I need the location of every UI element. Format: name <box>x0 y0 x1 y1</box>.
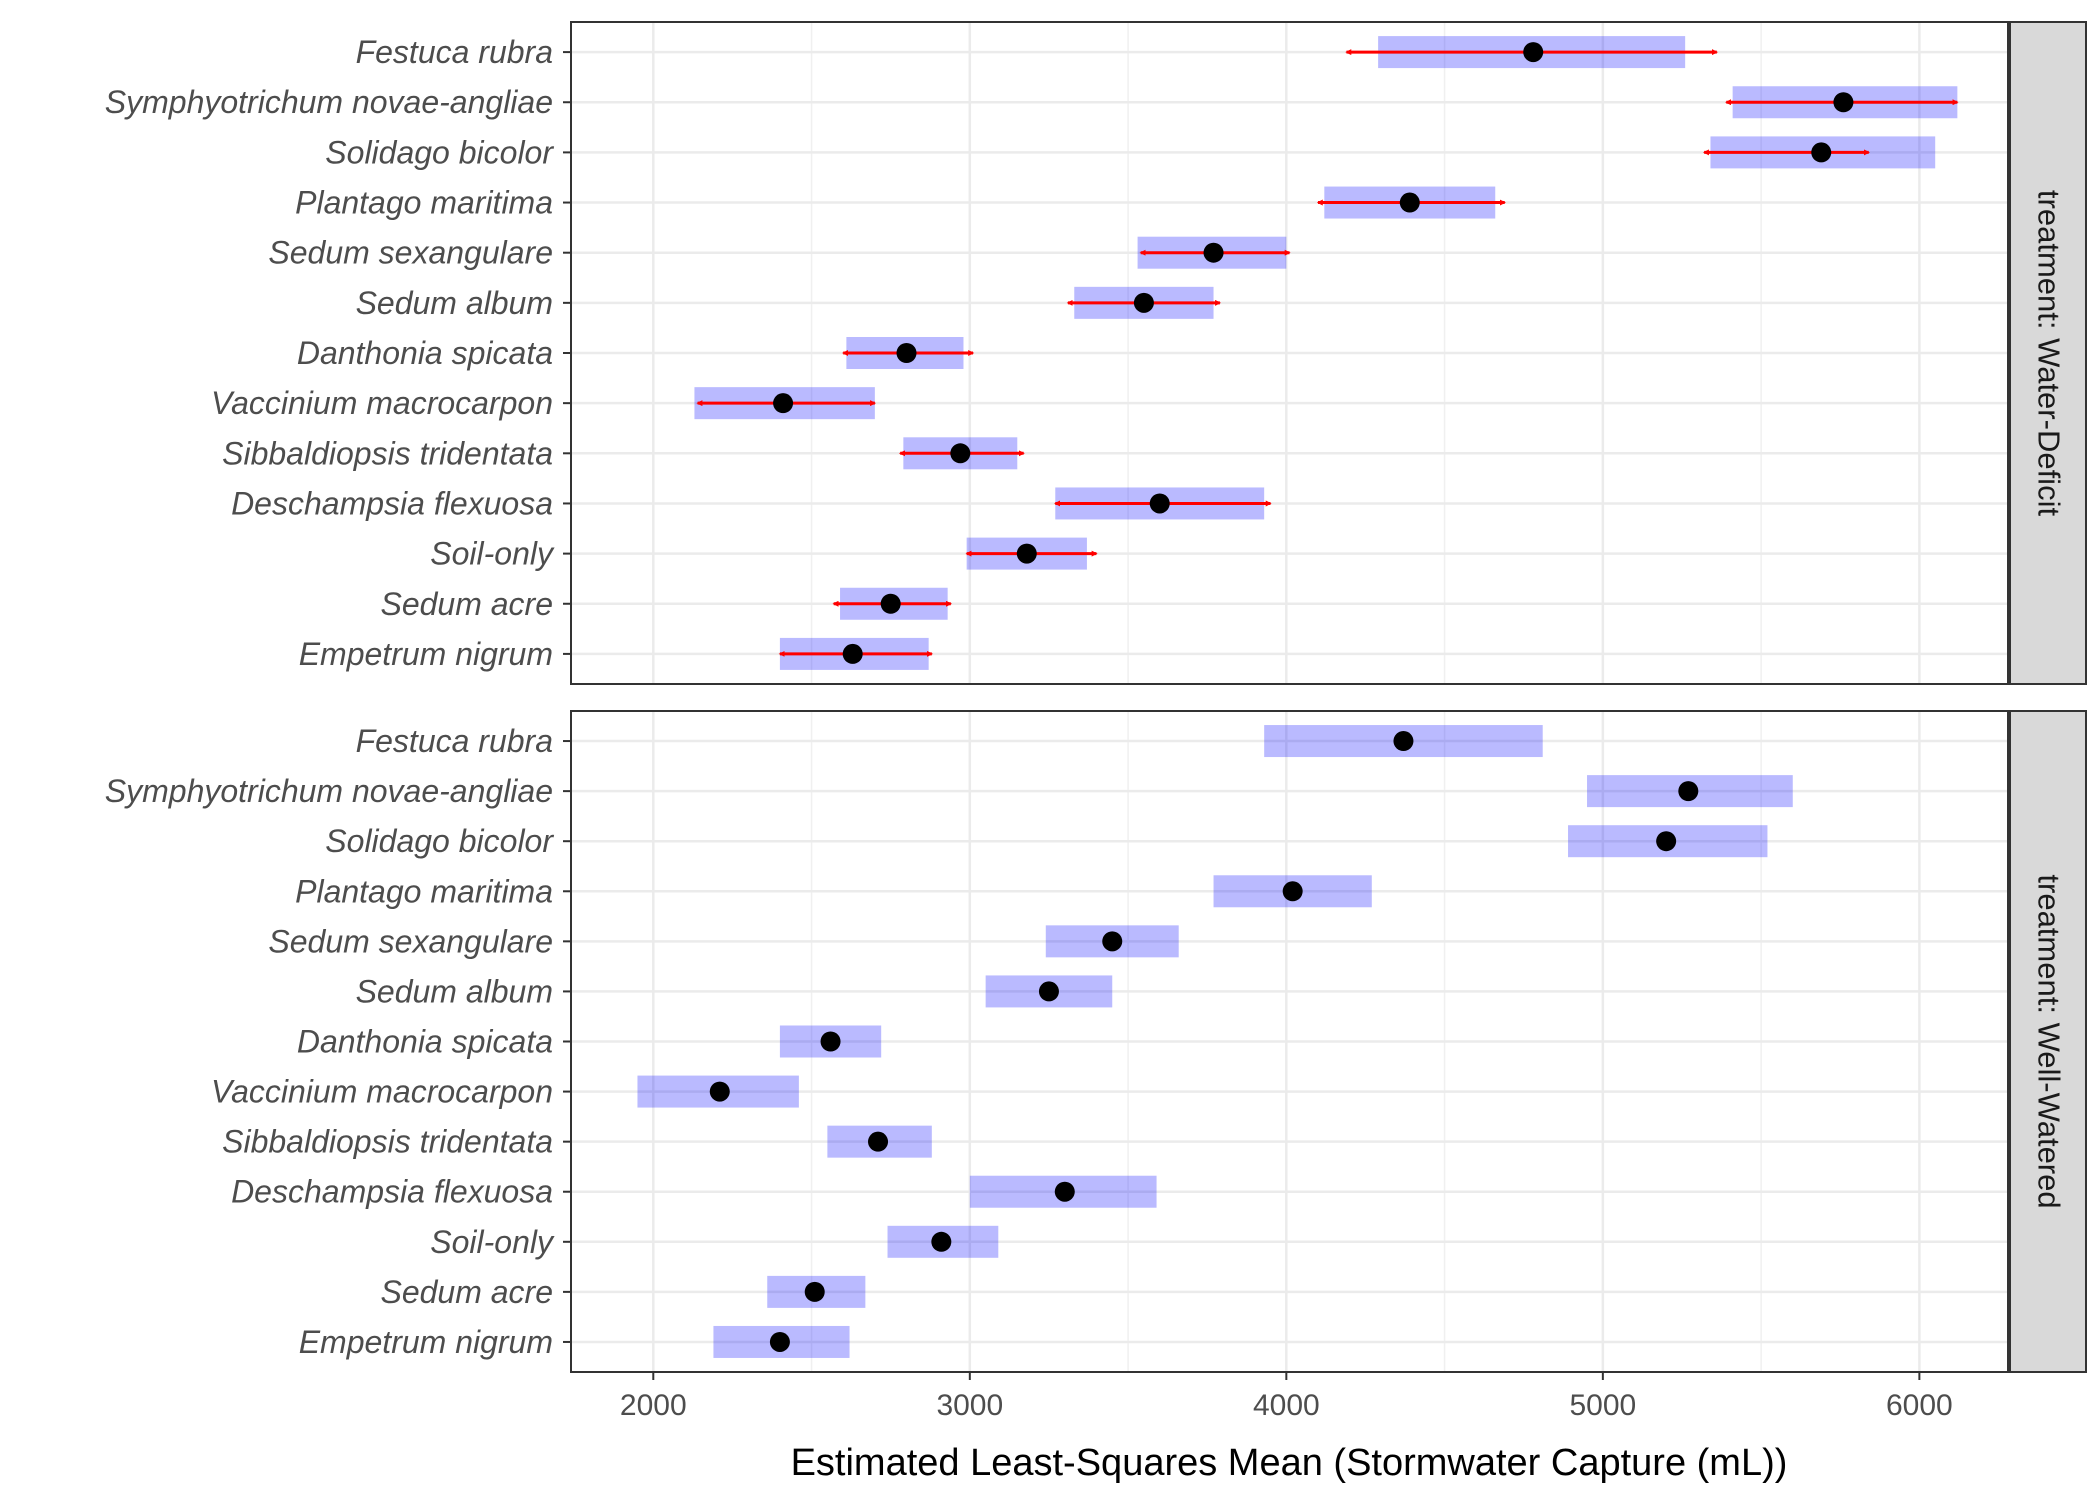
estimate-point <box>1678 781 1699 802</box>
category-label: Plantago maritima <box>295 185 553 221</box>
category-label: Sibbaldiopsis tridentata <box>222 435 553 471</box>
category-label: Danthonia spicata <box>297 335 553 371</box>
category-label: Solidago bicolor <box>325 134 554 170</box>
category-label: Festuca rubra <box>356 723 553 759</box>
category-label: Soil-only <box>430 1224 555 1260</box>
estimate-point <box>769 1331 790 1352</box>
x-tick-label: 6000 <box>1886 1389 1953 1422</box>
estimate-point <box>842 643 863 664</box>
estimate-point <box>868 1131 889 1152</box>
estimate-point <box>804 1281 825 1302</box>
estimate-point <box>820 1031 841 1052</box>
estimate-point <box>1393 731 1414 752</box>
estimate-point <box>1523 42 1544 63</box>
category-label: Deschampsia flexuosa <box>231 1174 553 1210</box>
estimate-point <box>896 343 917 363</box>
category-label: Sedum sexangulare <box>268 235 553 271</box>
category-label: Festuca rubra <box>356 34 553 70</box>
estimate-point <box>1833 92 1854 113</box>
category-label: Sibbaldiopsis tridentata <box>222 1124 553 1160</box>
facet-strip <box>2009 710 2087 1373</box>
estimate-point <box>1149 493 1170 514</box>
estimate-point <box>773 393 794 414</box>
category-label: Vaccinium macrocarpon <box>211 1074 553 1110</box>
category-label: Vaccinium macrocarpon <box>211 385 553 421</box>
facet-panel-1: Festuca rubra Symphyotrichum novae-anglia… <box>105 21 2087 685</box>
category-label: Sedum acre <box>380 586 553 622</box>
facet-strip <box>2009 21 2087 685</box>
category-label: Sedum acre <box>380 1274 553 1310</box>
category-label: Sedum album <box>356 285 553 321</box>
panel-border <box>570 21 2009 685</box>
estimate-point <box>1054 1181 1075 1202</box>
category-label: Empetrum nigrum <box>299 1324 553 1360</box>
x-tick-label: 5000 <box>1569 1389 1636 1422</box>
category-label: Sedum sexangulare <box>268 923 553 959</box>
category-label: Symphyotrichum novae-angliae <box>105 84 553 120</box>
estimate-point <box>950 443 971 464</box>
category-label: Danthonia spicata <box>297 1024 553 1060</box>
estimate-point <box>1038 981 1059 1002</box>
estimate-point <box>880 593 901 614</box>
x-tick-label: 2000 <box>620 1389 687 1422</box>
x-tick-label: 3000 <box>936 1389 1003 1422</box>
facet-strip-label: treatment: Water-Deficit <box>2032 190 2067 517</box>
estimate-point <box>1203 242 1224 263</box>
category-label: Plantago maritima <box>295 873 553 909</box>
facet-panel-2: Festuca rubra Symphyotrichum novae-anglia… <box>105 710 2087 1422</box>
estimate-point <box>709 1081 730 1102</box>
estimate-point <box>1811 142 1832 163</box>
estimate-point <box>1399 192 1420 213</box>
category-label: Deschampsia flexuosa <box>231 485 553 521</box>
estimate-point <box>1133 292 1154 313</box>
category-label: Soil-only <box>430 536 555 572</box>
category-label: Empetrum nigrum <box>299 636 553 672</box>
category-label: Symphyotrichum novae-angliae <box>105 773 553 809</box>
category-label: Solidago bicolor <box>325 823 554 859</box>
x-tick-label: 4000 <box>1253 1389 1320 1422</box>
x-axis-title: Estimated Least-Squares Mean (Stormwater… <box>791 1442 1788 1484</box>
estimate-point <box>1656 831 1677 852</box>
category-label: Sedum album <box>356 973 553 1009</box>
estimate-point <box>931 1231 952 1252</box>
facet-strip-label: treatment: Well-Watered <box>2032 874 2067 1208</box>
estimate-point <box>1282 881 1303 902</box>
estimate-point <box>1102 931 1123 952</box>
panel-border <box>570 710 2009 1373</box>
estimate-point <box>1016 543 1037 564</box>
